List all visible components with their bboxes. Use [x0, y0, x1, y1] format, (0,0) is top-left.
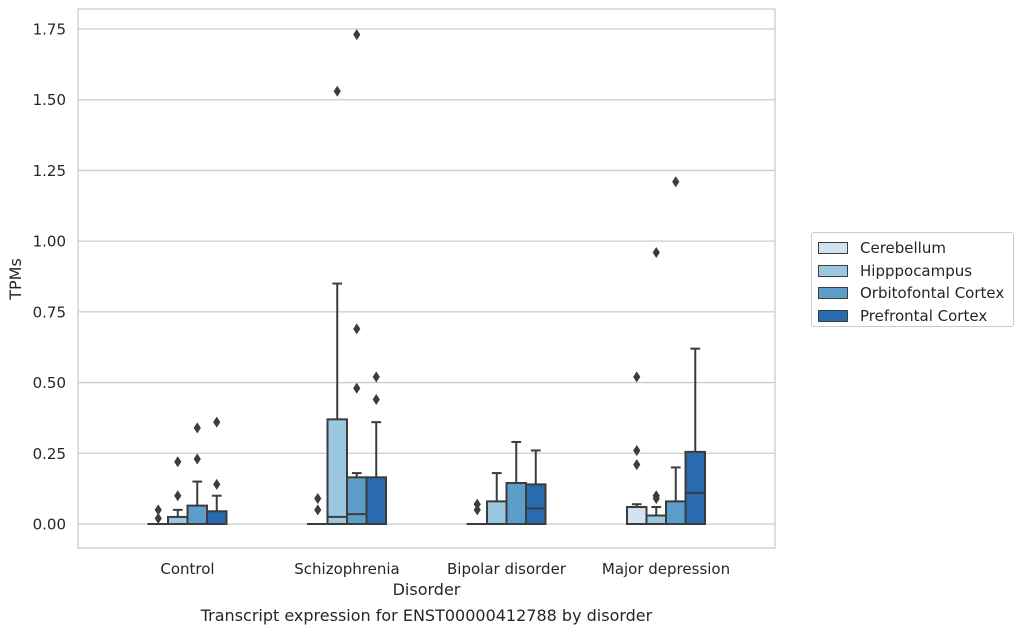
box-body	[505, 481, 527, 526]
y-tick-label: 0.50	[33, 374, 66, 392]
box-body	[626, 506, 648, 525]
legend-item: Cerebellum	[818, 237, 1013, 260]
outlier-point	[154, 512, 162, 524]
legend-label: Orbitofontal Cortex	[860, 284, 1005, 303]
y-tick-label: 1.75	[33, 21, 66, 39]
x-tick-label: Control	[160, 560, 214, 578]
box-prefrontal-cortex	[206, 416, 228, 525]
y-tick-label: 0.00	[33, 516, 66, 534]
box-orbitofontal-cortex	[186, 422, 208, 526]
outlier-point	[633, 371, 641, 383]
outlier-point	[174, 490, 182, 502]
legend-item: Orbitofontal Cortex	[818, 282, 1013, 305]
outlier-point	[154, 504, 162, 516]
y-tick-label: 0.25	[33, 445, 66, 463]
x-tick-label: Major depression	[602, 560, 730, 578]
box-body	[665, 500, 687, 525]
legend-item: Prefrontal Cortex	[818, 305, 1013, 328]
outlier-point	[353, 29, 361, 41]
x-tick-label: Bipolar disorder	[447, 560, 567, 578]
outlier-point	[193, 453, 201, 465]
outlier-point	[193, 422, 201, 434]
outlier-point	[174, 456, 182, 468]
y-tick-label: 1.00	[33, 233, 66, 251]
box-prefrontal-cortex	[365, 371, 387, 526]
legend-swatch	[818, 264, 848, 277]
box-cerebellum	[626, 371, 648, 525]
gridlines	[78, 28, 775, 525]
box-hipppocampus	[486, 472, 508, 525]
x-axis-label: Disorder	[393, 580, 461, 599]
outlier-point	[372, 371, 380, 383]
plot-frame	[77, 8, 776, 549]
legend-item: Hipppocampus	[818, 260, 1013, 283]
box-body	[684, 450, 706, 525]
legend: Cerebellum Hipppocampus Orbitofontal Corte…	[811, 232, 1014, 327]
y-tick-label: 1.25	[33, 162, 66, 180]
box-hipppocampus	[167, 456, 189, 526]
outlier-point	[672, 176, 680, 188]
box-body	[186, 504, 208, 526]
outlier-point	[652, 493, 660, 505]
outlier-point	[372, 394, 380, 406]
y-tick-label: 0.75	[33, 303, 66, 321]
outlier-point	[633, 459, 641, 471]
box-body	[346, 476, 368, 526]
legend-swatch	[818, 309, 848, 322]
y-tick-labels: 0.00 0.25 0.50 0.75 1.00 1.25 1.50 1.75	[33, 21, 66, 534]
outlier-point	[314, 493, 322, 505]
box-hipppocampus	[645, 246, 667, 525]
box-body	[206, 510, 228, 525]
box-body	[326, 418, 348, 526]
outlier-point	[473, 498, 481, 510]
legend-swatch	[818, 287, 848, 300]
box-body	[645, 514, 667, 525]
y-tick-label: 1.50	[33, 91, 66, 109]
box-orbitofontal-cortex	[505, 440, 527, 526]
x-tick-labels: Control Schizophrenia Bipolar disorder Majo…	[160, 560, 730, 578]
box-body	[525, 483, 547, 525]
legend-label: Hipppocampus	[860, 261, 973, 280]
legend-swatch	[818, 242, 848, 255]
outlier-point	[333, 85, 341, 97]
outlier-point	[633, 444, 641, 456]
box-body	[167, 515, 189, 526]
box-cerebellum	[466, 498, 488, 526]
box-body	[365, 476, 387, 526]
box-prefrontal-cortex	[525, 449, 547, 525]
y-axis-label: TPMs	[6, 258, 25, 301]
box-orbitofontal-cortex	[665, 176, 687, 525]
outlier-point	[473, 504, 481, 516]
box-body	[486, 500, 508, 525]
x-tick-label: Schizophrenia	[294, 560, 399, 578]
outlier-point	[353, 382, 361, 394]
chart-caption: Transcript expression for ENST0000041278…	[200, 606, 653, 625]
box-hipppocampus	[326, 85, 348, 526]
box-cerebellum	[147, 504, 169, 526]
outlier-point	[314, 504, 322, 516]
box-orbitofontal-cortex	[346, 29, 368, 526]
outlier-point	[213, 478, 221, 490]
outlier-point	[213, 416, 221, 428]
legend-label: Cerebellum	[860, 239, 946, 258]
legend-label: Prefrontal Cortex	[860, 306, 988, 325]
box-prefrontal-cortex	[684, 347, 706, 525]
outlier-point	[652, 246, 660, 258]
outlier-point	[353, 323, 361, 335]
box-cerebellum	[307, 493, 329, 526]
boxes	[147, 29, 706, 526]
